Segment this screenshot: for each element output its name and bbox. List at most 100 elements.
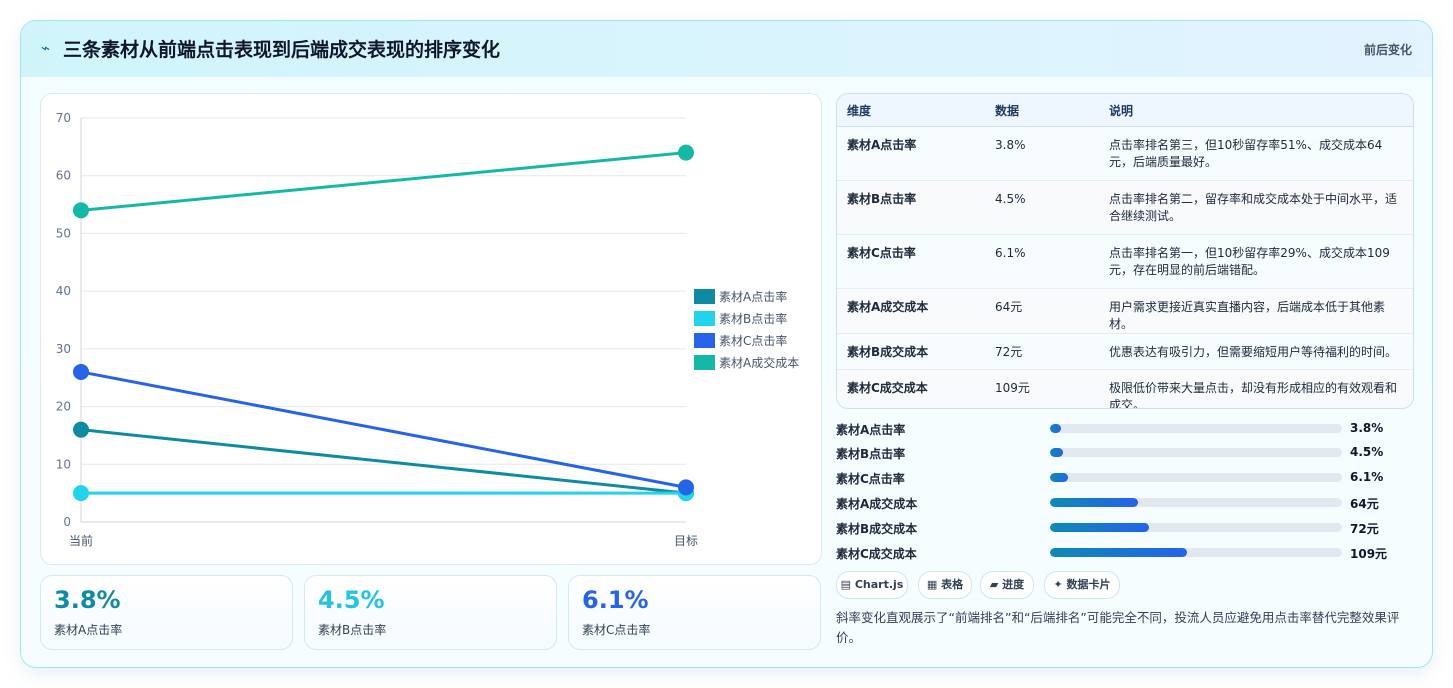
slope-chart: 0 10 20 30 40 50 60 70 当前 目标 素材A点击率 素材B点击率 素材C点击率 素材A… bbox=[40, 93, 822, 565]
table-row: 素材A成交成本 64元 用户需求更接近真实直播内容，后端成本低于其他素材。 bbox=[837, 288, 1413, 334]
chip-label: Chart.js bbox=[854, 578, 904, 591]
summary-note: 斜率变化直观展示了“前端排名”和“后端排名”可能完全不同，投流人员应避免用点击率… bbox=[836, 610, 1400, 645]
table-cell: 72元 bbox=[985, 333, 1099, 370]
chip-progress[interactable]: ▰ 进度 bbox=[980, 571, 1034, 599]
legend-label: 素材A点击率 bbox=[719, 289, 787, 304]
table-row: 素材C点击率 6.1% 点击率排名第一，但10秒留存率29%、成交成本109元，… bbox=[837, 234, 1413, 289]
progress-fill bbox=[1050, 473, 1068, 482]
table-cell: 109元 bbox=[985, 369, 1099, 408]
table-header: 维度 bbox=[837, 94, 985, 127]
stat-label: 素材C点击率 bbox=[582, 623, 651, 637]
table-cell: 3.8% bbox=[985, 126, 1099, 181]
table-cell: 4.5% bbox=[985, 180, 1099, 235]
table-cell: 64元 bbox=[985, 288, 1099, 334]
progress-track bbox=[1050, 523, 1342, 532]
y-tick-label: 70 bbox=[56, 111, 71, 125]
legend-swatch bbox=[694, 289, 715, 304]
stat-card-c: 6.1% 素材C点击率 bbox=[568, 575, 821, 650]
chart-icon: ▤ bbox=[840, 578, 852, 591]
table-row: 素材B成交成本 72元 优惠表达有吸引力，但需要缩短用户等待福利的时间。 bbox=[837, 333, 1413, 370]
y-tick-label: 20 bbox=[56, 400, 71, 414]
data-point bbox=[678, 144, 694, 161]
progress-track bbox=[1050, 473, 1342, 482]
main-card: ⌁ 三条素材从前端点击表现到后端成交表现的排序变化 前后变化 0 10 20 30 40… bbox=[20, 20, 1433, 668]
page-title: 三条素材从前端点击表现到后端成交表现的排序变化 bbox=[63, 39, 501, 61]
progress-row: 素材A成交成本 64元 bbox=[836, 493, 1412, 513]
progress-label: 素材A成交成本 bbox=[836, 497, 918, 511]
legend-swatch bbox=[694, 355, 715, 370]
stat-card-b: 4.5% 素材B点击率 bbox=[304, 575, 557, 650]
header-tag: 前后变化 bbox=[1363, 43, 1412, 57]
progress-label: 素材C成交成本 bbox=[836, 547, 917, 561]
progress-value: 3.8% bbox=[1350, 421, 1384, 435]
chip-chartjs[interactable]: ▤ Chart.js bbox=[836, 571, 908, 599]
progress-label: 素材C点击率 bbox=[836, 472, 905, 486]
data-point bbox=[73, 421, 89, 438]
table-cell: 点击率排名第二，留存率和成交成本处于中间水平，适合继续测试。 bbox=[1099, 180, 1413, 235]
y-tick-label: 50 bbox=[56, 226, 71, 240]
table-cell: 极限低价带来大量点击，却没有形成相应的有效观看和成交。 bbox=[1099, 369, 1413, 408]
series-line bbox=[80, 428, 687, 495]
chip-label: 表格 bbox=[941, 578, 964, 591]
table-cell: 素材A成交成本 bbox=[837, 288, 985, 334]
progress-fill bbox=[1050, 548, 1188, 557]
table-header: 说明 bbox=[1099, 94, 1413, 127]
table-cell: 点击率排名第三，但10秒留存率51%、成交成本64元，后端质量最好。 bbox=[1099, 126, 1413, 181]
progress-fill bbox=[1050, 523, 1150, 532]
chip-table[interactable]: ▦ 表格 bbox=[918, 571, 972, 599]
progress-value: 109元 bbox=[1350, 547, 1388, 561]
progress-row: 素材A点击率 3.8% bbox=[836, 419, 1412, 439]
y-tick-label: 0 bbox=[63, 515, 71, 529]
x-tick-label: 目标 bbox=[674, 534, 698, 548]
table-cell: 素材C点击率 bbox=[837, 234, 985, 289]
legend-swatch bbox=[694, 333, 715, 348]
progress-track bbox=[1050, 548, 1342, 557]
table-cell: 素材B点击率 bbox=[837, 180, 985, 235]
progress-row: 素材B成交成本 72元 bbox=[836, 518, 1412, 538]
y-tick-label: 30 bbox=[56, 342, 71, 356]
data-point bbox=[678, 479, 694, 496]
table-header-row: 维度 数据 说明 bbox=[837, 94, 1413, 127]
data-table: 维度 数据 说明 素材A点击率 3.8% 点击率排名第三，但10秒留存率51%、… bbox=[836, 93, 1414, 409]
bolt-icon: ⌁ bbox=[41, 39, 51, 57]
stat-value: 4.5% bbox=[318, 586, 385, 614]
stat-value: 3.8% bbox=[54, 586, 121, 614]
table-cell: 素材B成交成本 bbox=[837, 333, 985, 370]
progress-value: 4.5% bbox=[1350, 445, 1384, 459]
table-row: 素材B点击率 4.5% 点击率排名第二，留存率和成交成本处于中间水平，适合继续测… bbox=[837, 180, 1413, 235]
progress-row: 素材C点击率 6.1% bbox=[836, 468, 1412, 488]
x-tick-label: 当前 bbox=[69, 533, 93, 548]
data-point bbox=[73, 363, 89, 380]
table-row: 素材C成交成本 109元 极限低价带来大量点击，却没有形成相应的有效观看和成交。 bbox=[837, 369, 1413, 408]
stat-label: 素材A点击率 bbox=[54, 623, 123, 637]
table-icon: ▦ bbox=[926, 578, 938, 591]
progress-fill bbox=[1050, 498, 1138, 507]
table-cell: 用户需求更接近真实直播内容，后端成本低于其他素材。 bbox=[1099, 288, 1413, 334]
y-tick-label: 60 bbox=[56, 169, 71, 183]
progress-icon: ▰ bbox=[989, 578, 999, 591]
progress-value: 64元 bbox=[1350, 497, 1379, 511]
table-cell: 6.1% bbox=[985, 234, 1099, 289]
table-cell: 优惠表达有吸引力，但需要缩短用户等待福利的时间。 bbox=[1099, 333, 1413, 370]
progress-track bbox=[1050, 448, 1342, 457]
stat-label: 素材B点击率 bbox=[318, 623, 387, 637]
table-row: 素材A点击率 3.8% 点击率排名第三，但10秒留存率51%、成交成本64元，后… bbox=[837, 126, 1413, 181]
table-cell: 点击率排名第一，但10秒留存率29%、成交成本109元，存在明显的前后端错配。 bbox=[1099, 234, 1413, 289]
chip-label: 数据卡片 bbox=[1066, 578, 1111, 591]
card-header: ⌁ 三条素材从前端点击表现到后端成交表现的排序变化 前后变化 bbox=[21, 21, 1432, 77]
table-cell: 素材A点击率 bbox=[837, 126, 985, 181]
y-tick-label: 40 bbox=[56, 284, 71, 298]
chip-label: 进度 bbox=[1002, 578, 1025, 591]
stat-card-a: 3.8% 素材A点击率 bbox=[40, 575, 293, 650]
progress-value: 72元 bbox=[1350, 522, 1379, 536]
progress-value: 6.1% bbox=[1350, 470, 1384, 484]
table-header: 数据 bbox=[985, 94, 1099, 127]
progress-track bbox=[1050, 498, 1342, 507]
chip-data-cards[interactable]: ✦ 数据卡片 bbox=[1044, 571, 1120, 599]
progress-fill bbox=[1050, 424, 1062, 433]
legend-label: 素材B点击率 bbox=[719, 311, 787, 326]
table-cell: 素材C成交成本 bbox=[837, 369, 985, 408]
legend-label: 素材C点击率 bbox=[719, 333, 787, 348]
data-point bbox=[73, 202, 89, 219]
data-point bbox=[73, 485, 89, 502]
